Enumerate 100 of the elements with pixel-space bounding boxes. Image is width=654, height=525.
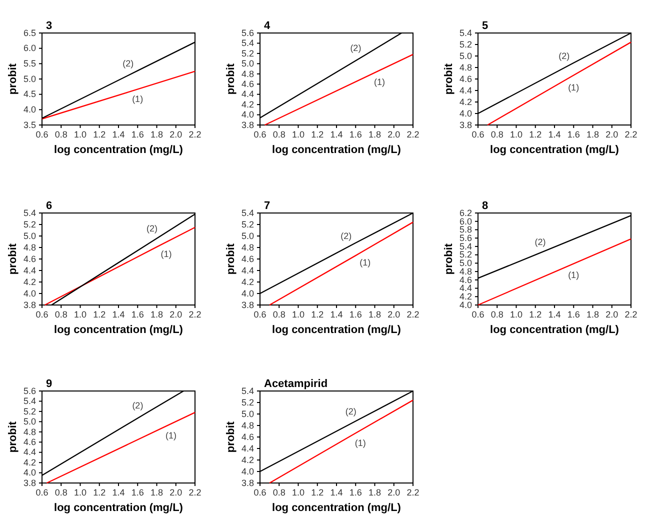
x-tick-label: 1.8 bbox=[368, 309, 382, 320]
x-tick-label: 2.2 bbox=[406, 129, 420, 140]
y-tick-label: 5.2 bbox=[241, 48, 254, 58]
y-tick-label: 4.2 bbox=[241, 99, 254, 110]
y-tick-label: 5.0 bbox=[241, 58, 254, 69]
series-label: (1) bbox=[160, 248, 172, 259]
y-tick-label: 5.4 bbox=[241, 386, 254, 396]
y-tick-label: 6.0 bbox=[23, 43, 36, 54]
chart-title: 7 bbox=[264, 200, 270, 212]
x-tick-label: 1.6 bbox=[131, 487, 144, 498]
y-tick-label: 4.8 bbox=[241, 242, 254, 252]
y-tick-label: 3.8 bbox=[241, 478, 254, 488]
y-tick-label: 5.2 bbox=[459, 250, 472, 260]
y-tick-label: 4.2 bbox=[23, 457, 36, 468]
x-tick-label: 1.2 bbox=[529, 129, 542, 140]
chart-title: 8 bbox=[482, 200, 488, 212]
y-tick-label: 3.8 bbox=[23, 478, 36, 488]
y-tick-label: 5.4 bbox=[23, 208, 36, 218]
series-label: (1) bbox=[166, 430, 177, 440]
series-label: (2) bbox=[340, 230, 352, 241]
y-tick-label: 4.5 bbox=[23, 89, 36, 100]
y-tick-label: 5.4 bbox=[459, 28, 472, 38]
y-tick-label: 5.6 bbox=[459, 232, 472, 243]
x-tick-label: 2.0 bbox=[388, 487, 400, 498]
x-tick-label: 0.6 bbox=[36, 487, 48, 498]
x-tick-label: 1.6 bbox=[349, 129, 362, 140]
y-axis-title: probit bbox=[225, 243, 237, 275]
y-tick-label: 4.8 bbox=[459, 266, 472, 276]
y-tick-label: 4.4 bbox=[241, 89, 254, 100]
y-tick-label: 4.6 bbox=[459, 274, 472, 285]
y-tick-label: 4.6 bbox=[459, 74, 472, 84]
x-tick-label: 1.8 bbox=[368, 487, 382, 498]
x-tick-label: 2.2 bbox=[406, 309, 420, 320]
x-tick-label: 2.0 bbox=[606, 129, 618, 140]
x-tick-label: 2.2 bbox=[188, 309, 202, 320]
x-tick-label: 0.6 bbox=[254, 309, 266, 320]
x-tick-label: 1.8 bbox=[368, 129, 382, 140]
y-tick-label: 5.0 bbox=[241, 230, 254, 241]
y-tick-label: 4.2 bbox=[23, 276, 36, 287]
series-label: (2) bbox=[146, 223, 158, 234]
x-axis-title: log concentration (mg/L) bbox=[54, 324, 184, 336]
x-tick-label: 2.0 bbox=[606, 309, 618, 320]
series-label: (2) bbox=[558, 50, 570, 61]
y-axis-title: probit bbox=[7, 63, 19, 95]
x-tick-label: 1.0 bbox=[74, 487, 87, 498]
y-tick-label: 5.0 bbox=[23, 416, 36, 427]
y-tick-label: 3.8 bbox=[23, 300, 36, 310]
x-axis-title: log concentration (mg/L) bbox=[54, 144, 184, 156]
x-tick-label: 0.6 bbox=[472, 129, 484, 140]
y-tick-label: 5.5 bbox=[23, 58, 36, 69]
x-tick-label: 1.0 bbox=[292, 129, 305, 140]
y-tick-label: 4.8 bbox=[459, 62, 472, 72]
y-tick-label: 4.2 bbox=[241, 454, 254, 465]
x-tick-label: 2.0 bbox=[170, 129, 182, 140]
chart-title: 6 bbox=[46, 200, 52, 212]
y-axis-title: probit bbox=[443, 63, 455, 95]
y-tick-label: 5.0 bbox=[459, 258, 472, 268]
y-tick-label: 4.2 bbox=[459, 292, 472, 302]
x-tick-label: 1.4 bbox=[548, 129, 561, 140]
y-tick-label: 3.8 bbox=[459, 120, 472, 130]
x-tick-label: 0.8 bbox=[272, 487, 286, 498]
y-tick-label: 5.2 bbox=[23, 219, 36, 230]
x-tick-label: 1.4 bbox=[112, 487, 125, 498]
x-tick-label: 0.8 bbox=[272, 309, 286, 320]
x-tick-label: 0.8 bbox=[54, 129, 68, 140]
y-tick-label: 4.0 bbox=[23, 104, 36, 115]
y-tick-label: 6.2 bbox=[459, 208, 472, 218]
x-tick-label: 1.6 bbox=[131, 309, 144, 320]
x-tick-label: 1.4 bbox=[330, 309, 343, 320]
y-tick-label: 5.4 bbox=[459, 241, 472, 252]
x-tick-label: 0.8 bbox=[490, 129, 504, 140]
y-tick-label: 4.2 bbox=[241, 276, 254, 287]
x-tick-label: 1.0 bbox=[292, 487, 305, 498]
y-tick-label: 4.0 bbox=[459, 108, 472, 118]
series-label: (1) bbox=[132, 94, 144, 104]
y-tick-label: 4.2 bbox=[459, 96, 472, 107]
y-axis-title: probit bbox=[443, 243, 455, 275]
y-tick-label: 5.6 bbox=[241, 28, 254, 38]
x-tick-label: 1.2 bbox=[93, 129, 106, 140]
x-tick-label: 2.2 bbox=[188, 487, 202, 498]
x-tick-label: 1.0 bbox=[74, 129, 87, 140]
y-tick-label: 5.2 bbox=[241, 397, 254, 408]
chart-title: 9 bbox=[46, 378, 52, 390]
x-tick-label: 1.8 bbox=[150, 487, 164, 498]
x-tick-label: 1.2 bbox=[311, 309, 324, 320]
x-tick-label: 1.2 bbox=[93, 309, 106, 320]
y-tick-label: 4.8 bbox=[241, 68, 254, 79]
x-tick-label: 2.0 bbox=[170, 309, 182, 320]
y-tick-label: 4.6 bbox=[241, 254, 254, 264]
x-tick-label: 1.0 bbox=[292, 309, 305, 320]
chart-title: 3 bbox=[46, 20, 52, 32]
x-tick-label: 1.4 bbox=[330, 129, 343, 140]
series-label: (2) bbox=[345, 406, 356, 417]
chart-title: Acetampirid bbox=[264, 378, 328, 390]
x-tick-label: 1.2 bbox=[93, 487, 106, 498]
y-axis-title: probit bbox=[225, 63, 237, 95]
y-tick-label: 3.5 bbox=[23, 120, 36, 130]
x-tick-label: 1.4 bbox=[330, 487, 343, 498]
y-tick-label: 5.6 bbox=[23, 386, 36, 396]
x-tick-label: 1.4 bbox=[112, 309, 125, 320]
